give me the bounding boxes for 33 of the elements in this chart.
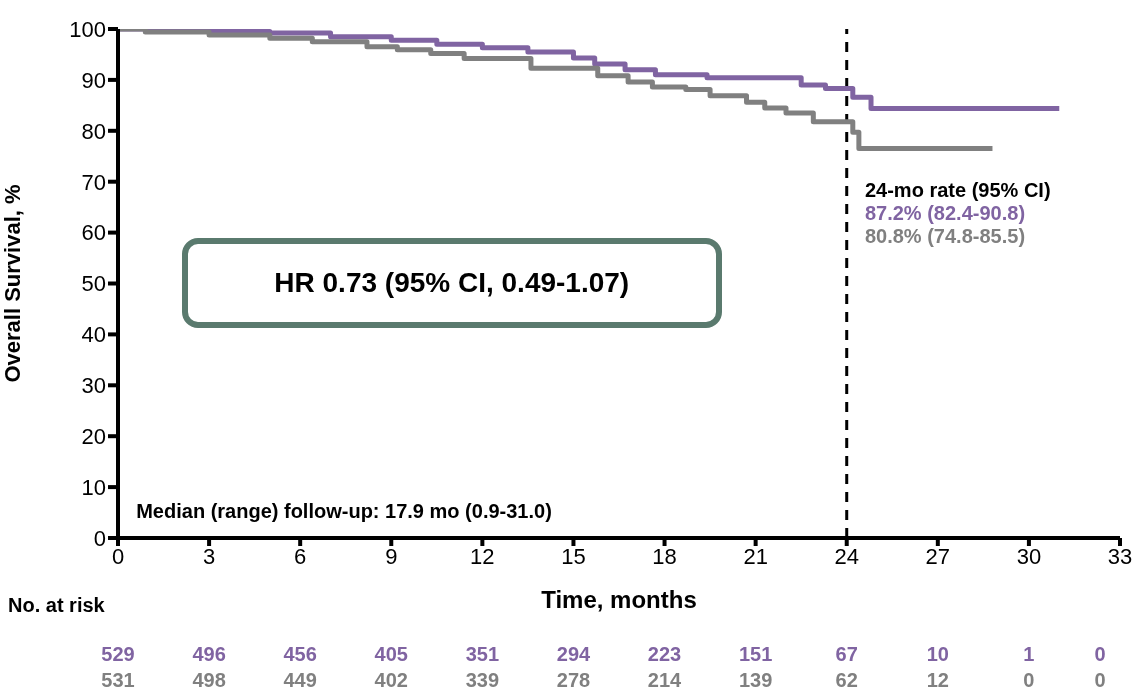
y-axis-title: Overall Survival, % [0,184,25,383]
annotation: Median (range) follow-up: 17.9 mo (0.9-31.0) [136,499,552,523]
x-tick-label: 33 [1107,543,1133,569]
x-tick-label: 15 [561,543,586,569]
y-tick-label: 50 [81,271,106,297]
y-tick-label: 0 [93,525,106,551]
y-tick-label: 80 [81,118,106,144]
x-tick-label: 18 [652,543,677,569]
x-tick-label: 6 [294,543,307,569]
text: 529 496 456 405 351 294 223 151 67 10 1 0 [101,643,1106,665]
x-tick-label: 27 [925,543,951,569]
y-tick-label: 100 [69,16,106,42]
text: 531 498 449 402 339 278 214 139 62 12 0 0 [101,669,1106,691]
annotation: 87.2% (82.4-90.8) [864,202,1026,226]
y-tick-label: 60 [81,220,106,246]
x-tick-label: 9 [385,543,398,569]
x-axis-title: Time, months [540,586,698,614]
y-tick-label: 30 [81,373,106,399]
y-tick-label: 20 [81,424,106,450]
x-tick-label: 24 [834,543,859,569]
x-tick-label: 0 [111,543,125,569]
annotation: 24-mo rate (95% CI) [864,179,1051,203]
x-tick-label: 30 [1016,543,1042,569]
y-tick-label: 70 [81,169,106,195]
rounded-frame: HR 0.73 (95% CI, 0.49-1.07) [181,237,722,328]
text: No. at risk [8,594,105,617]
y-tick-label: 40 [81,322,106,348]
x-tick-label: 3 [202,543,216,569]
x-tick-label: 21 [743,543,768,569]
y-tick-label: 90 [81,67,106,93]
y-tick-label: 10 [81,474,106,500]
x-tick-label: 12 [470,543,495,569]
annotation: 80.8% (74.8-85.5) [864,224,1026,248]
